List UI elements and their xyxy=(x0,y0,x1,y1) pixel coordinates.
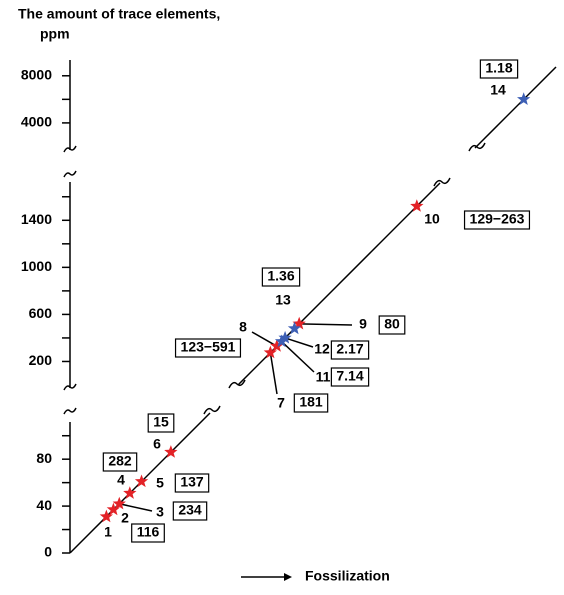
box-label: 129−263 xyxy=(470,211,525,227)
y-tick-label: 1000 xyxy=(21,258,52,274)
point-label: 2 xyxy=(121,510,129,526)
y-tick-label: 0 xyxy=(44,544,52,560)
box-label: 137 xyxy=(180,474,204,490)
y-axis-title: ppm xyxy=(40,26,70,42)
star xyxy=(134,474,149,488)
box-label: 234 xyxy=(178,502,202,518)
box-label: 282 xyxy=(108,453,132,469)
box xyxy=(463,210,531,230)
y-tick-label: 1400 xyxy=(21,211,52,227)
point-label: 4 xyxy=(117,472,125,488)
star xyxy=(517,92,531,105)
box-label: 123−591 xyxy=(181,339,236,355)
box-label: 7.14 xyxy=(336,368,363,384)
leader-line xyxy=(299,323,353,326)
leader-line xyxy=(251,331,278,347)
y-tick-label: 40 xyxy=(36,497,52,513)
star xyxy=(164,445,178,458)
break-mark xyxy=(63,170,77,178)
box xyxy=(172,501,208,521)
point-label: 10 xyxy=(424,211,440,227)
break-mark xyxy=(63,407,77,415)
y-axis-title: The amount of trace elements, xyxy=(18,6,220,22)
break-mark xyxy=(433,177,451,187)
point-label: 5 xyxy=(156,475,164,491)
break-mark xyxy=(63,383,77,391)
point-label: 7 xyxy=(277,395,285,411)
leader-line xyxy=(281,340,315,373)
point-label: 13 xyxy=(275,292,291,308)
star xyxy=(287,321,302,335)
y-tick-label: 80 xyxy=(36,450,52,466)
box xyxy=(293,393,329,413)
box-label: 80 xyxy=(384,316,400,332)
point-label: 12 xyxy=(314,341,330,357)
box-label: 15 xyxy=(153,414,169,430)
star xyxy=(278,330,292,344)
break-mark xyxy=(468,142,486,152)
break-mark xyxy=(63,145,77,153)
star xyxy=(99,509,113,523)
box-label: 1.36 xyxy=(267,268,294,284)
point-label: 3 xyxy=(156,504,164,520)
leader-line xyxy=(119,503,153,512)
star xyxy=(410,199,424,212)
box xyxy=(147,413,175,433)
box xyxy=(174,338,242,358)
star xyxy=(123,486,137,499)
x-arrow-head xyxy=(284,573,292,581)
box xyxy=(479,59,519,79)
break-mark xyxy=(203,405,221,415)
point-label: 14 xyxy=(490,82,506,98)
leader-line xyxy=(269,352,278,395)
box-label: 116 xyxy=(137,524,160,540)
y-tick-label: 200 xyxy=(29,352,53,368)
x-axis-title: Fossilization xyxy=(305,568,390,584)
point-label: 6 xyxy=(153,436,161,452)
star xyxy=(263,345,277,359)
box-label: 2.17 xyxy=(336,341,363,357)
box xyxy=(174,473,210,493)
star xyxy=(292,316,306,330)
box-label: 1.18 xyxy=(485,60,512,76)
box xyxy=(261,267,301,287)
box xyxy=(330,367,370,387)
star xyxy=(112,496,126,510)
break-mark xyxy=(228,379,246,389)
y-tick-label: 600 xyxy=(29,305,53,321)
point-label: 11 xyxy=(316,369,331,385)
point-label: 1 xyxy=(104,524,112,540)
star xyxy=(270,339,284,352)
point-label: 8 xyxy=(239,319,247,335)
star xyxy=(106,502,120,516)
point-label: 9 xyxy=(359,316,367,332)
star xyxy=(274,334,289,348)
diagonal xyxy=(474,66,557,149)
y-tick-label: 4000 xyxy=(21,114,52,130)
box xyxy=(330,340,370,360)
leader-line xyxy=(284,337,314,348)
box xyxy=(131,523,165,543)
box-label: 181 xyxy=(299,394,323,410)
box xyxy=(378,315,406,335)
box xyxy=(102,452,138,472)
y-tick-label: 8000 xyxy=(21,66,52,82)
